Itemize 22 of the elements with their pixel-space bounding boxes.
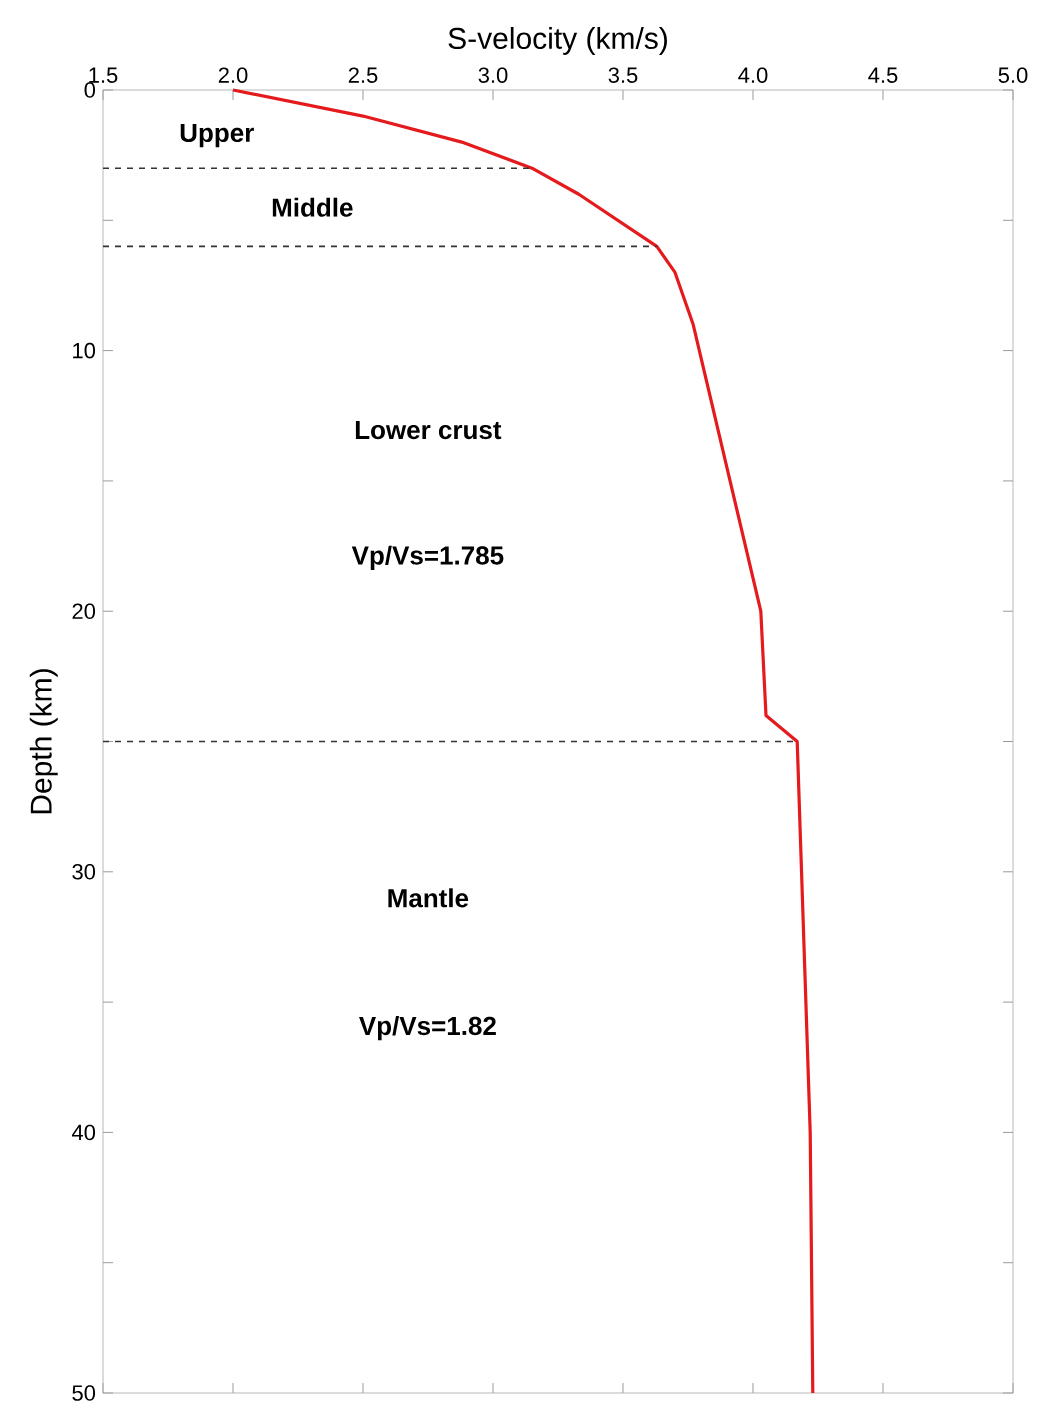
y-tick-label: 40	[71, 1124, 96, 1141]
x-tick-label: 1.5	[89, 67, 118, 83]
annotation: Lower crust	[355, 421, 502, 440]
annotation: Vp/Vs=1.82	[359, 1016, 496, 1041]
x-tick-label: 4.0	[738, 67, 768, 83]
y-tick-label: 10	[73, 342, 96, 359]
y-tick-label: 50	[72, 1385, 96, 1401]
annotation: Vp/Vs=1.785	[351, 545, 504, 570]
y-tick-label: 20	[72, 603, 96, 619]
annotation: Middle	[272, 197, 353, 217]
x-tick-label: 3.0	[478, 67, 508, 83]
annotation: Upper	[180, 123, 254, 148]
x-axis-title: S-velocity (km/s)	[448, 26, 667, 55]
x-tick-label: 2.5	[348, 67, 378, 83]
x-tick-label: 3.5	[608, 67, 638, 83]
x-tick-label: 5.0	[998, 67, 1028, 83]
y-tick-label: 30	[72, 864, 96, 880]
annotation: Mantle	[388, 888, 469, 908]
x-tick-label: 4.5	[868, 67, 898, 83]
x-tick-label: 2.0	[218, 67, 248, 83]
y-axis-title: Depth (km)	[29, 669, 58, 814]
y-tick-label: 0	[84, 82, 96, 98]
